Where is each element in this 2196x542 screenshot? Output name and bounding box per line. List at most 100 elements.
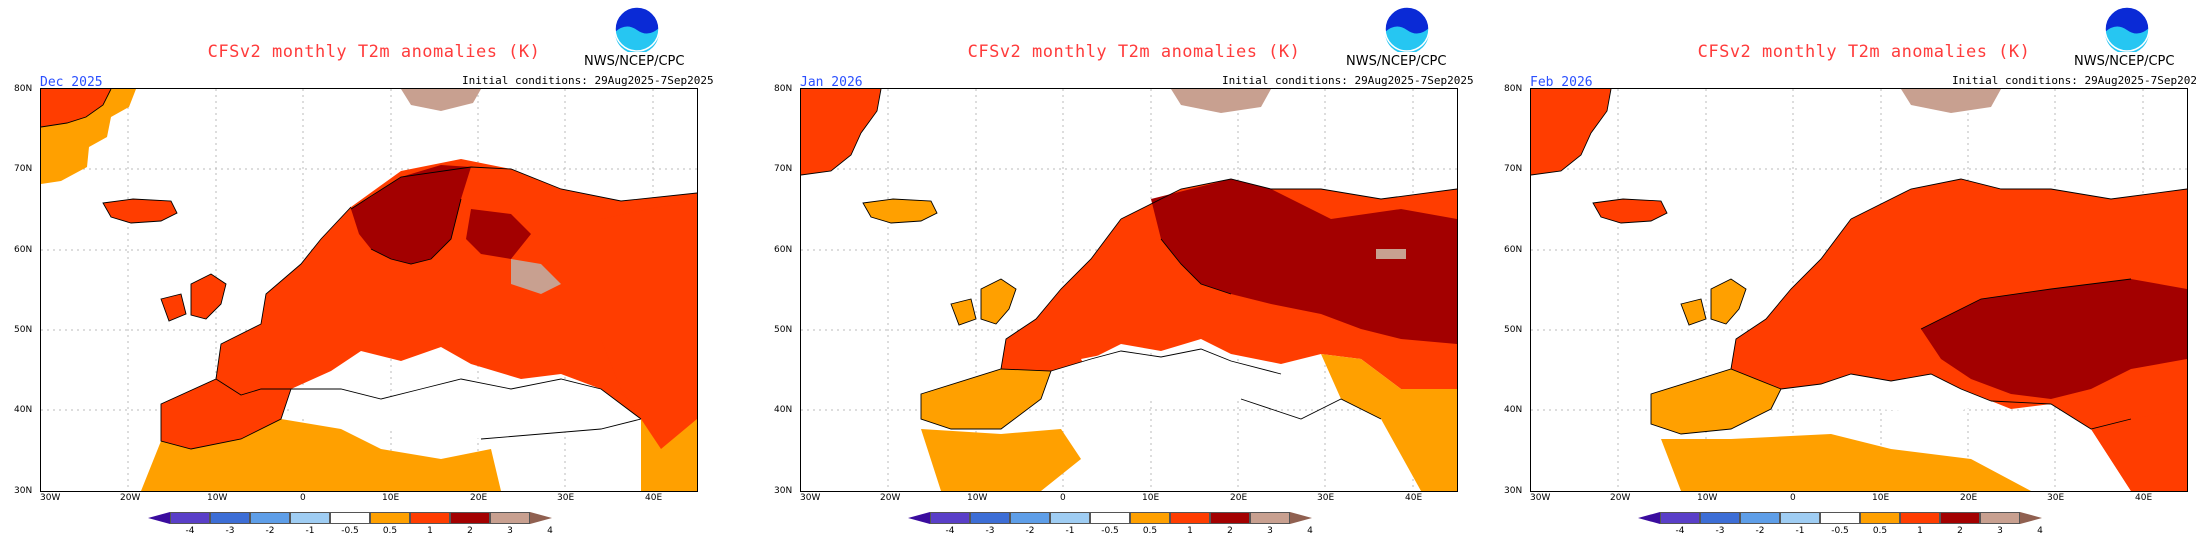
colorbar-swatch bbox=[1780, 512, 1820, 524]
colorbar-tick: 4 bbox=[2037, 526, 2043, 536]
anomaly-map bbox=[40, 88, 698, 492]
forecast-month: Dec 2025 bbox=[40, 75, 103, 90]
lat-label: 30N bbox=[774, 486, 793, 496]
colorbar-swatch bbox=[1010, 512, 1050, 524]
colorbar-swatch bbox=[170, 512, 210, 524]
colorbar-tick: -2 bbox=[1755, 526, 1765, 536]
lat-label: 80N bbox=[774, 84, 793, 94]
lat-label: 80N bbox=[1504, 84, 1523, 94]
lon-label: 20E bbox=[1960, 493, 1978, 503]
initial-conditions: Initial conditions: 29Aug2025-7Sep2025 bbox=[1222, 74, 1474, 87]
forecast-panel-jan-2026: CFSv2 monthly T2m anomalies (K) NWS/NCEP… bbox=[760, 0, 1480, 542]
colorbar-swatch bbox=[410, 512, 450, 524]
anomaly-map bbox=[1530, 88, 2188, 492]
colorbar-tick: -2 bbox=[1025, 526, 1035, 536]
colorbar-tick: -0.5 bbox=[341, 526, 359, 536]
lat-label: 50N bbox=[774, 325, 793, 335]
lon-label: 10W bbox=[1697, 493, 1718, 503]
panel-title: CFSv2 monthly T2m anomalies (K) bbox=[207, 42, 541, 62]
lon-label: 30E bbox=[2047, 493, 2065, 503]
colorbar-min-arrow bbox=[1638, 512, 1660, 524]
colorbar-swatch bbox=[210, 512, 250, 524]
colorbar-tick: -3 bbox=[225, 526, 235, 536]
colorbar-tick: 0.5 bbox=[1872, 526, 1888, 536]
colorbar-swatch bbox=[1980, 512, 2020, 524]
lat-label: 60N bbox=[1504, 245, 1523, 255]
colorbar-max-arrow bbox=[2020, 512, 2042, 524]
colorbar-swatch bbox=[1820, 512, 1860, 524]
initial-conditions: Initial conditions: 29Aug2025-7Sep2025 bbox=[462, 74, 714, 87]
colorbar-tick: 1 bbox=[1917, 526, 1923, 536]
colorbar-tick: 3 bbox=[507, 526, 513, 536]
lon-label: 20W bbox=[120, 493, 141, 503]
lon-label: 20E bbox=[1230, 493, 1248, 503]
colorbar-tick: -1 bbox=[1065, 526, 1075, 536]
colorbar-tick: -4 bbox=[185, 526, 195, 536]
colorbar-tick: 2 bbox=[1227, 526, 1233, 536]
colorbar-tick: 1 bbox=[427, 526, 433, 536]
agency-label: NWS/NCEP/CPC bbox=[584, 54, 685, 69]
colorbar-tick: 2 bbox=[1957, 526, 1963, 536]
colorbar-swatch bbox=[970, 512, 1010, 524]
lon-label: 0 bbox=[1060, 493, 1066, 503]
colorbar-tick: 1 bbox=[1187, 526, 1193, 536]
lat-label: 40N bbox=[14, 405, 33, 415]
lon-label: 10E bbox=[1872, 493, 1890, 503]
colorbar-tick: 4 bbox=[547, 526, 553, 536]
colorbar-swatch bbox=[250, 512, 290, 524]
colorbar-tick: 2 bbox=[467, 526, 473, 536]
noaa-logo-icon bbox=[2104, 6, 2150, 52]
lon-label: 40E bbox=[645, 493, 663, 503]
lon-label: 10W bbox=[967, 493, 988, 503]
colorbar-swatch bbox=[1740, 512, 1780, 524]
lon-label: 30W bbox=[800, 493, 821, 503]
forecast-panel-feb-2026: CFSv2 monthly T2m anomalies (K) NWS/NCEP… bbox=[1490, 0, 2196, 542]
colorbar-swatch bbox=[1090, 512, 1130, 524]
colorbar-swatch bbox=[1250, 512, 1290, 524]
colorbar-tick: -4 bbox=[1675, 526, 1685, 536]
colorbar-tick: 0.5 bbox=[382, 526, 398, 536]
colorbar-min-arrow bbox=[908, 512, 930, 524]
noaa-logo-icon bbox=[1384, 6, 1430, 52]
colorbar-swatch bbox=[1660, 512, 1700, 524]
colorbar-tick: 4 bbox=[1307, 526, 1313, 536]
colorbar-legend: -4 -3 -2 -1 -0.5 0.5 1 2 3 4 bbox=[1638, 512, 2080, 536]
lon-label: 10E bbox=[1142, 493, 1160, 503]
lat-label: 50N bbox=[1504, 325, 1523, 335]
colorbar-tick: 0.5 bbox=[1142, 526, 1158, 536]
colorbar-swatch bbox=[370, 512, 410, 524]
lon-label: 30W bbox=[1530, 493, 1551, 503]
lon-label: 10E bbox=[382, 493, 400, 503]
colorbar-tick: -4 bbox=[945, 526, 955, 536]
panel-title: CFSv2 monthly T2m anomalies (K) bbox=[967, 42, 1301, 62]
agency-label: NWS/NCEP/CPC bbox=[1346, 54, 1447, 69]
colorbar-swatch bbox=[1210, 512, 1250, 524]
colorbar-swatch bbox=[1130, 512, 1170, 524]
lon-label: 10W bbox=[207, 493, 228, 503]
colorbar-swatch bbox=[450, 512, 490, 524]
colorbar-tick: -3 bbox=[1715, 526, 1725, 536]
lon-label: 0 bbox=[1790, 493, 1796, 503]
colorbar-tick: 3 bbox=[1997, 526, 2003, 536]
colorbar-tick: -0.5 bbox=[1101, 526, 1119, 536]
colorbar-tick: -3 bbox=[985, 526, 995, 536]
colorbar-swatch bbox=[290, 512, 330, 524]
colorbar-swatch bbox=[490, 512, 530, 524]
colorbar-tick: -1 bbox=[1795, 526, 1805, 536]
lat-label: 30N bbox=[1504, 486, 1523, 496]
lat-label: 70N bbox=[774, 164, 793, 174]
forecast-month: Feb 2026 bbox=[1530, 75, 1593, 90]
colorbar-tick: -0.5 bbox=[1831, 526, 1849, 536]
lat-label: 70N bbox=[14, 164, 33, 174]
colorbar-swatch bbox=[1050, 512, 1090, 524]
lon-label: 30E bbox=[557, 493, 575, 503]
anomaly-map bbox=[800, 88, 1458, 492]
forecast-month: Jan 2026 bbox=[800, 75, 863, 90]
noaa-logo-icon bbox=[614, 6, 660, 52]
lon-label: 40E bbox=[2135, 493, 2153, 503]
initial-conditions: Initial conditions: 29Aug2025-7Sep2025 bbox=[1952, 74, 2196, 87]
colorbar-swatch bbox=[1700, 512, 1740, 524]
colorbar-swatch bbox=[1860, 512, 1900, 524]
colorbar-max-arrow bbox=[530, 512, 552, 524]
lat-label: 40N bbox=[1504, 405, 1523, 415]
